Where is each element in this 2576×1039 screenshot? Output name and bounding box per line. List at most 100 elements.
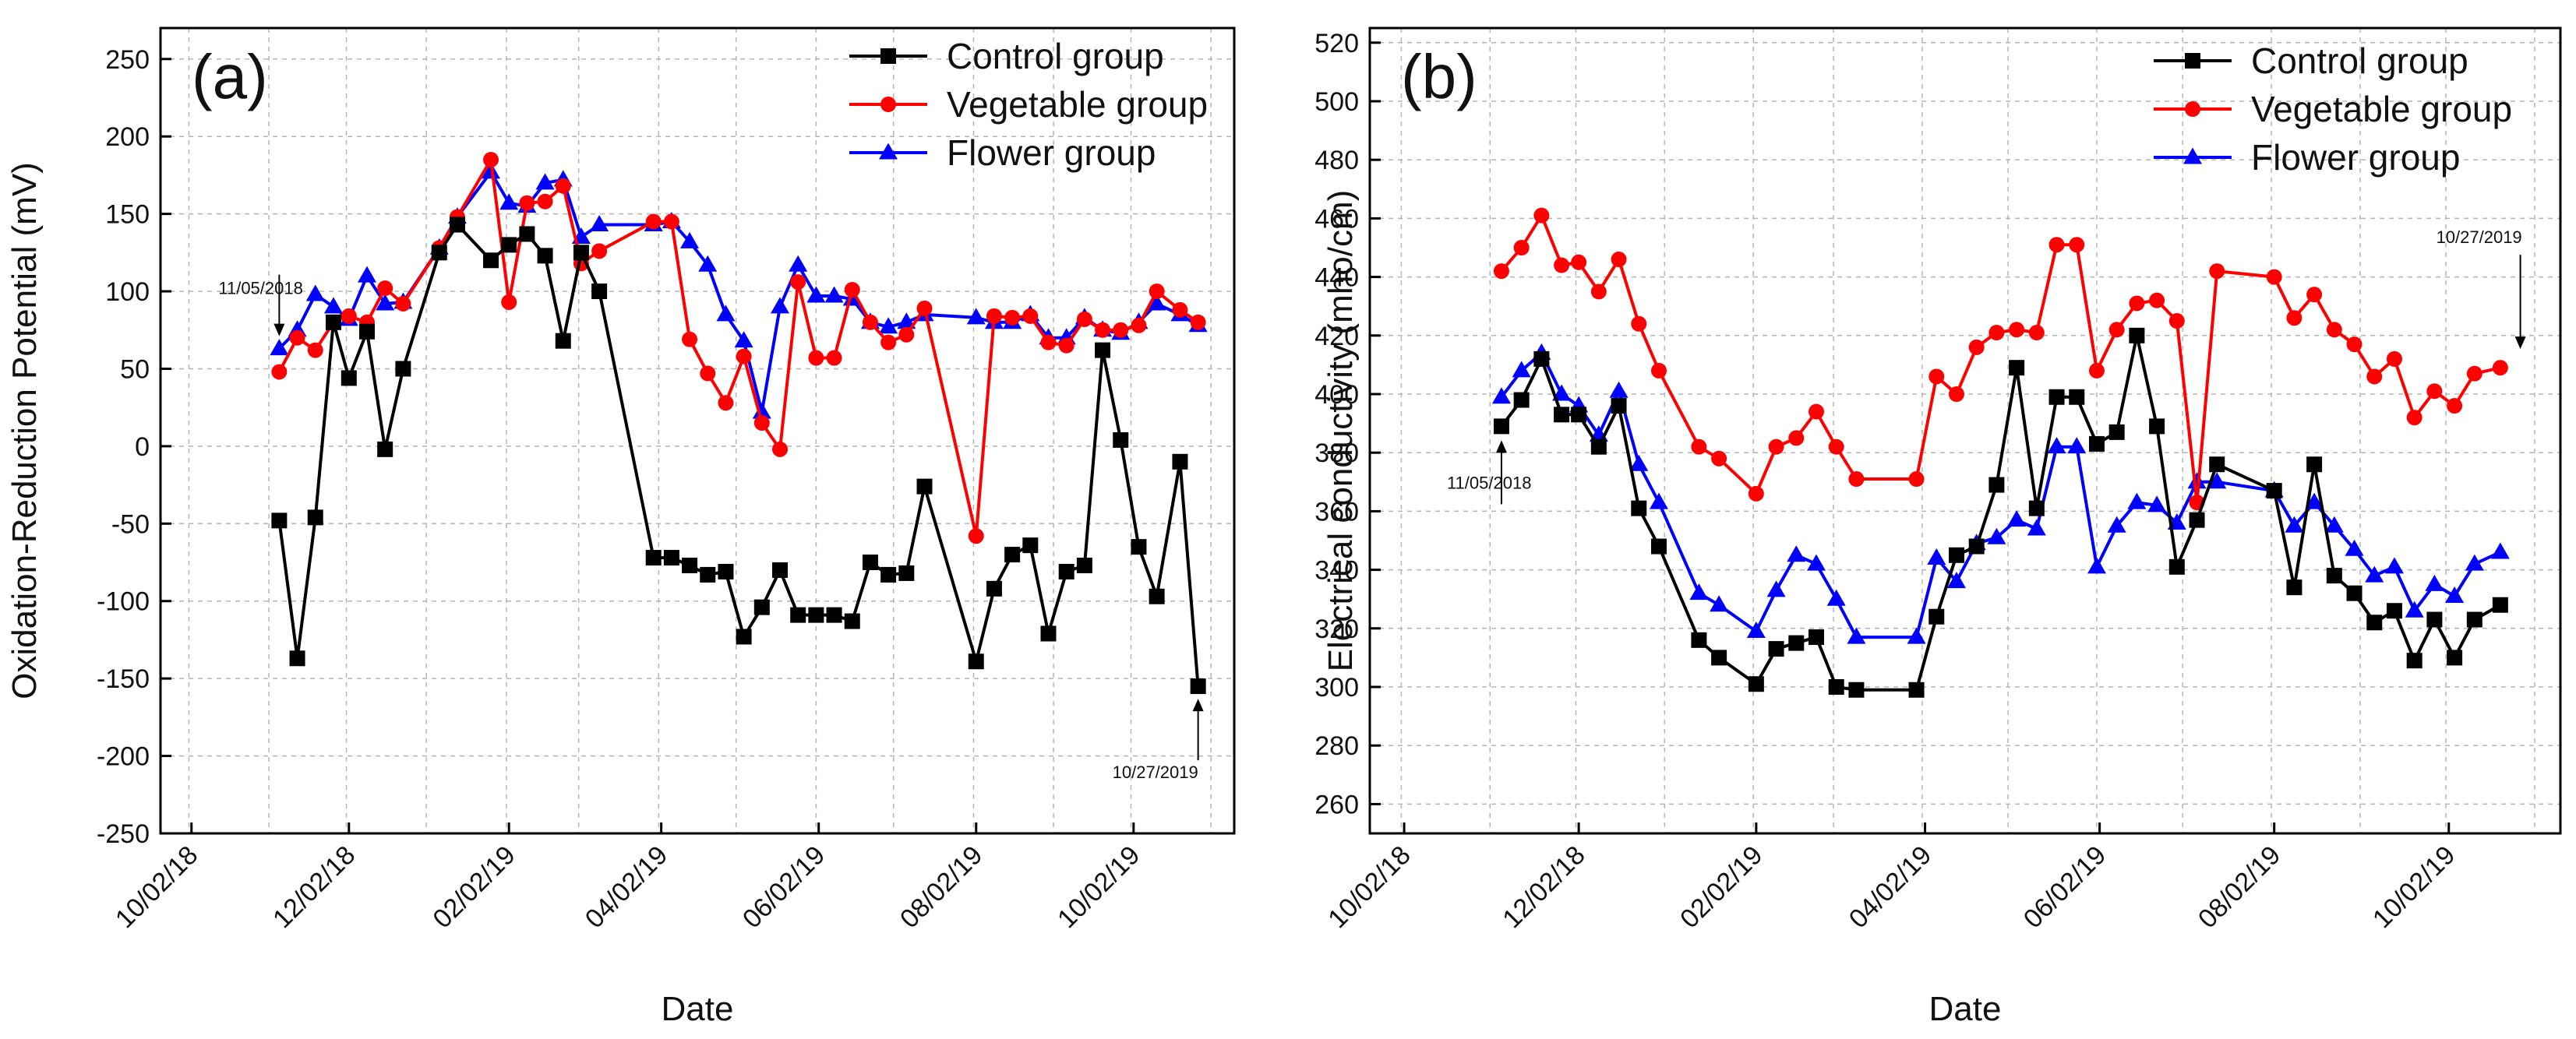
data-point-triangle [716,305,736,322]
x-tick-label: 10/02/19 [1052,840,1145,934]
data-point-circle [2168,313,2185,329]
data-point-triangle [2365,565,2384,583]
data-point-triangle [2027,519,2046,536]
y-tick-label: 100 [105,277,150,307]
data-point-square [1768,641,1784,657]
data-point-triangle [2445,586,2465,603]
x-tick-label: 06/02/19 [737,840,831,934]
data-point-circle [2326,322,2342,338]
data-point-square [2129,327,2145,343]
data-point-square [986,580,1002,597]
data-point-triangle [2305,492,2324,509]
data-point-circle [968,528,984,544]
x-tick-label: 02/02/19 [427,840,520,934]
data-point-circle [2028,325,2045,341]
data-point-triangle [2127,492,2147,509]
data-point-triangle [2465,554,2484,571]
y-tick-label: -50 [111,509,150,539]
data-point-square [880,48,896,64]
data-point-circle [2346,336,2363,353]
data-point-triangle [1987,527,2006,544]
data-point-square [2048,389,2065,405]
data-point-square [2168,558,2185,575]
data-point-square [271,512,288,529]
y-tick-label: 300 [1314,673,1359,703]
data-point-triangle [2067,437,2087,454]
y-tick-label: 50 [120,354,150,384]
data-point-square [519,226,535,242]
data-point-circle [880,97,896,112]
y-tick-label: 360 [1314,497,1359,527]
data-point-triangle [879,143,898,160]
data-point-circle [1113,322,1129,338]
y-tick-label: 420 [1314,322,1359,351]
data-point-square [718,563,734,579]
panel-label: (b) [1401,42,1477,111]
data-point-square [1513,392,1530,408]
data-point-square [1711,650,1727,666]
data-point-square [663,550,679,566]
data-point-square [1611,398,1627,414]
data-point-circle [1571,254,1587,270]
data-point-triangle [680,231,700,248]
data-point-square [736,629,752,645]
data-point-circle [2009,322,2025,338]
data-point-circle [1533,207,1550,224]
data-point-triangle [789,255,808,272]
data-point-triangle [1927,548,1946,565]
data-point-triangle [499,193,519,210]
series-vegetable-group [1493,207,2508,511]
y-tick-label: -250 [97,819,150,849]
data-point-square [1808,629,1824,646]
data-point-square [1590,438,1607,455]
data-point-circle [1554,257,1570,273]
data-point-triangle [698,255,718,272]
data-point-circle [2108,322,2125,338]
data-point-square [1748,676,1764,692]
data-point-square [1691,632,1707,648]
data-point-circle [555,178,571,194]
annotation-label: 11/05/2018 [218,279,302,298]
data-point-square [2266,483,2282,499]
data-point-square [1554,407,1570,423]
x-axis-title: Date [1929,990,2002,1028]
data-point-circle [1748,485,1764,502]
x-tick-label: 12/02/18 [267,840,361,934]
data-point-triangle [1512,361,1531,378]
data-point-triangle [2187,472,2207,489]
data-point-square [645,550,662,566]
data-point-square [2466,611,2482,628]
data-point-square [1113,431,1129,448]
data-point-square [862,555,878,571]
data-point-circle [1928,368,1945,385]
legend: Control group Vegetable group Flower group [2154,41,2512,178]
data-point-triangle [323,297,343,314]
x-tick-label: 10/02/19 [2367,840,2461,934]
data-point-triangle [1609,381,1629,398]
legend-entry: Vegetable group [2251,89,2512,129]
legend-entry: Flower group [947,132,1156,173]
data-point-triangle [2405,601,2424,618]
data-point-square [916,478,933,495]
data-point-circle [2266,269,2282,285]
data-point-triangle [806,286,826,303]
y-tick-label: 280 [1314,731,1359,761]
data-point-square [1928,608,1945,625]
data-point-circle [2129,295,2145,312]
y-tick-label: 0 [135,432,150,462]
data-point-square [325,314,341,330]
data-point-triangle [1946,572,1966,589]
y-tick-label: 400 [1314,380,1359,410]
data-point-square [431,245,447,261]
data-point-circle [1968,339,1985,355]
data-point-triangle [1710,595,1729,612]
data-point-triangle [752,402,771,419]
data-point-circle [2426,383,2443,400]
data-point-square [1631,500,1647,516]
data-point-square [898,565,915,581]
data-point-circle [1808,403,1824,420]
y-tick-label: 250 [105,45,150,75]
data-point-circle [1948,386,1964,402]
axes-frame [1368,26,2562,835]
